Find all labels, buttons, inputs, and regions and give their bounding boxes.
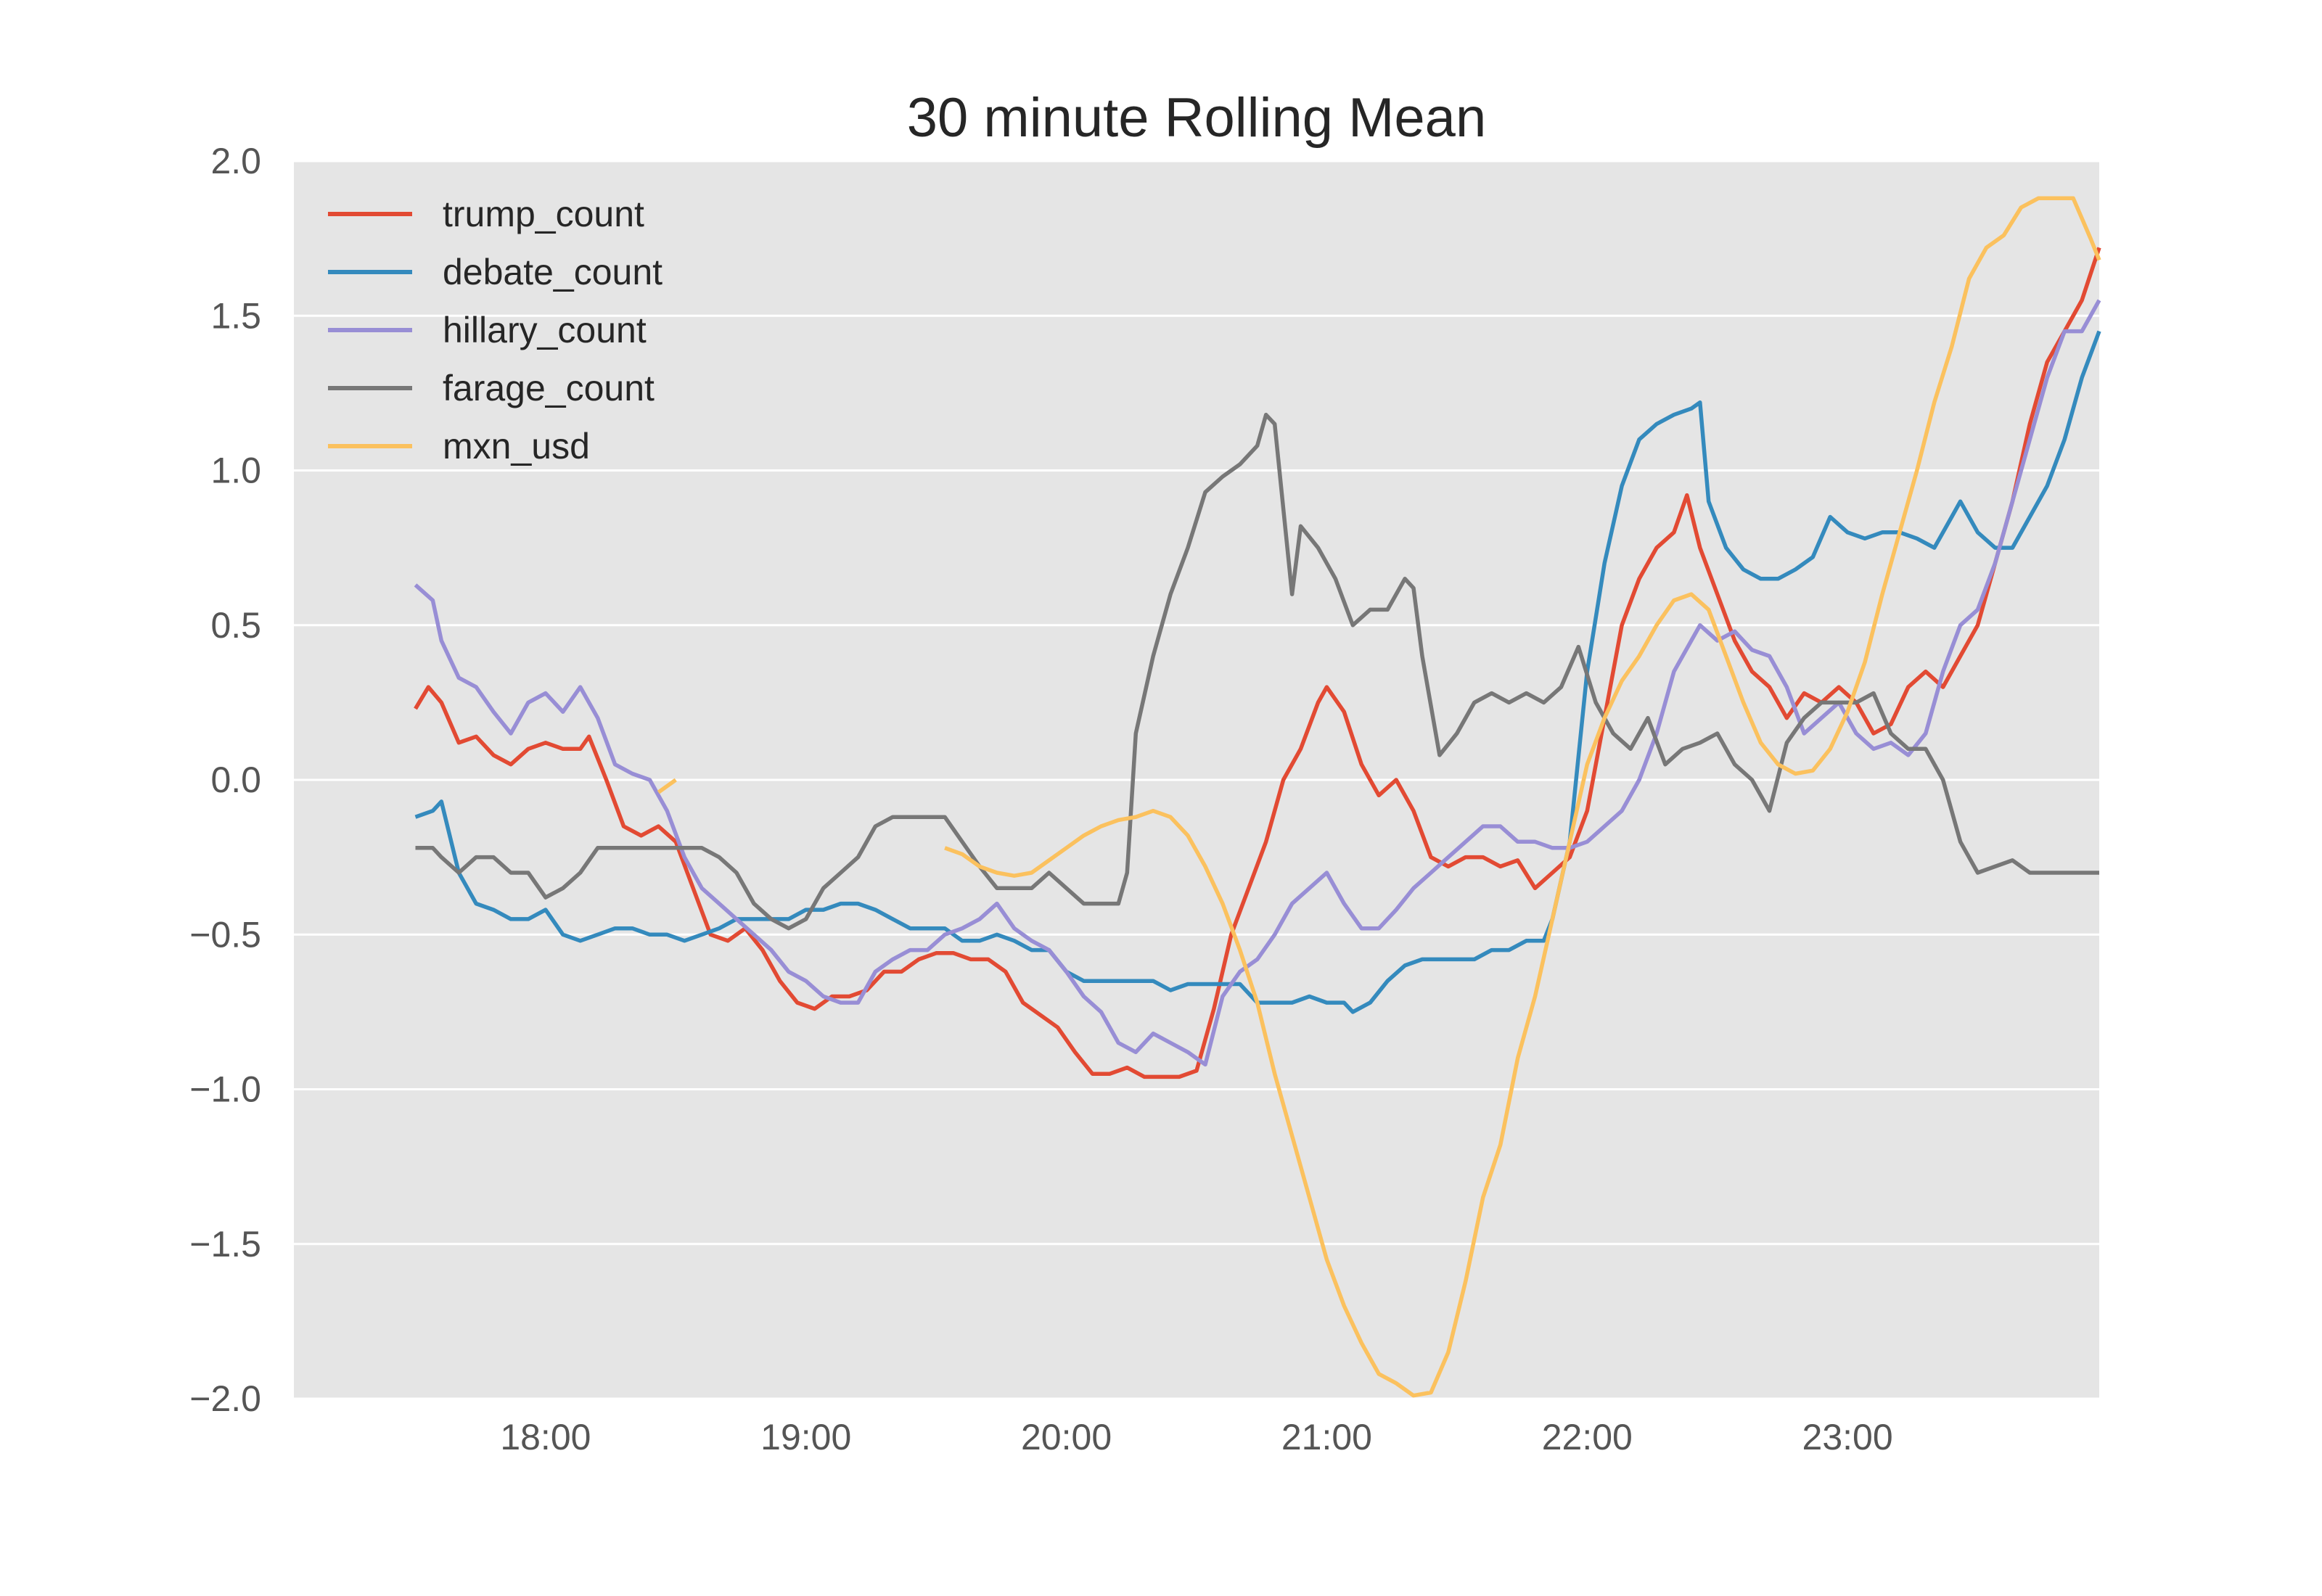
- x-tick-label: 19:00: [760, 1417, 851, 1457]
- x-tick-label: 20:00: [1021, 1417, 1112, 1457]
- y-tick-label: 1.5: [210, 295, 261, 336]
- legend-label-debate-count: debate_count: [443, 252, 662, 292]
- series-line-hillary-count: [414, 299, 2101, 1067]
- series-line-farage-count: [415, 412, 2099, 931]
- x-axis-ticks: 18:00 19:00 20:00 21:00 22:00 23:00: [500, 1417, 1892, 1457]
- x-tick-label: 23:00: [1802, 1417, 1893, 1457]
- x-tick-label: 18:00: [500, 1417, 591, 1457]
- legend-label-farage-count: farage_count: [443, 368, 655, 408]
- x-tick-label: 22:00: [1542, 1417, 1633, 1457]
- y-tick-label: −1.5: [189, 1224, 261, 1264]
- y-tick-label: −2.0: [189, 1378, 261, 1419]
- legend: trump_count debate_count hillary_countfara…: [328, 194, 662, 466]
- y-tick-label: 0.0: [210, 760, 261, 800]
- y-tick-label: 2.0: [210, 141, 261, 181]
- legend-label-hillary-count: hillary_count: [443, 310, 647, 350]
- y-axis-ticks: −2.0 −1.5 −1.0 −0.5 0.0 0.5 1.0 1.5 2.0: [189, 141, 261, 1419]
- series-line-trump-count: [414, 247, 2101, 1079]
- x-tick-label: 21:00: [1281, 1417, 1372, 1457]
- chart-title: 30 minute Rolling Mean: [907, 87, 1486, 149]
- y-tick-label: −1.0: [189, 1069, 261, 1110]
- legend-label-trump-count: trump_count: [443, 194, 644, 234]
- y-tick-label: 0.5: [210, 605, 261, 646]
- series-line-mxn-usd: [944, 196, 2101, 1398]
- y-tick-label: 1.0: [210, 451, 261, 491]
- series-line-debate-count: [414, 330, 2101, 1014]
- series-lines: [414, 196, 2101, 1398]
- legend-label-mxn-usd: mxn_usd: [443, 426, 590, 466]
- series-line-mxn-usd: [657, 778, 677, 794]
- y-tick-label: −0.5: [189, 914, 261, 955]
